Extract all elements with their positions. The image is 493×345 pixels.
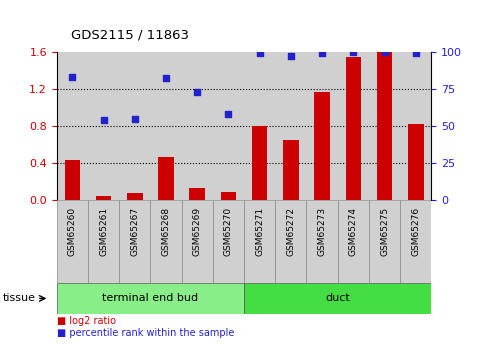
Bar (244, 52, 275, 200)
Bar (400, 200, 431, 283)
Point (256, 50, 264, 56)
Bar (150, 52, 181, 200)
Text: GDS2115 / 11863: GDS2115 / 11863 (71, 28, 189, 41)
Bar (338, 200, 369, 283)
Point (162, 76, 170, 81)
Point (193, 89, 201, 95)
Bar (181, 200, 213, 283)
Text: GSM65271: GSM65271 (255, 207, 264, 256)
Point (350, 49, 357, 55)
Bar (65, 160, 80, 200)
Point (381, 49, 388, 55)
Text: GSM65260: GSM65260 (68, 207, 77, 256)
Bar (275, 200, 307, 283)
Bar (252, 126, 267, 200)
Bar (400, 52, 431, 200)
Text: GSM65267: GSM65267 (130, 207, 139, 256)
Bar (307, 52, 338, 200)
Bar (158, 157, 174, 200)
Point (287, 53, 295, 59)
Point (100, 117, 107, 123)
Bar (244, 283, 431, 314)
Bar (181, 52, 213, 200)
Text: GSM65274: GSM65274 (349, 207, 358, 256)
Text: terminal end bud: terminal end bud (103, 294, 198, 303)
Text: GSM65276: GSM65276 (411, 207, 420, 256)
Bar (275, 52, 307, 200)
Bar (119, 52, 150, 200)
Bar (189, 188, 205, 200)
Point (318, 50, 326, 56)
Text: ■ log2 ratio: ■ log2 ratio (57, 316, 116, 326)
Bar (283, 140, 299, 200)
Bar (88, 200, 119, 283)
Bar (88, 52, 119, 200)
Bar (150, 200, 181, 283)
Text: GSM65273: GSM65273 (317, 207, 326, 256)
Text: GSM65270: GSM65270 (224, 207, 233, 256)
Point (69, 74, 76, 80)
Bar (213, 200, 244, 283)
Bar (408, 124, 423, 200)
Text: GSM65268: GSM65268 (162, 207, 171, 256)
Text: GSM65272: GSM65272 (286, 207, 295, 256)
Text: tissue: tissue (2, 294, 35, 303)
Text: GSM65261: GSM65261 (99, 207, 108, 256)
Bar (315, 92, 330, 200)
Text: duct: duct (325, 294, 350, 303)
Bar (57, 52, 88, 200)
Point (131, 116, 139, 121)
Bar (346, 57, 361, 200)
Bar (57, 283, 244, 314)
Bar (307, 200, 338, 283)
Text: GSM65275: GSM65275 (380, 207, 389, 256)
Bar (221, 192, 236, 200)
Bar (338, 52, 369, 200)
Text: GSM65269: GSM65269 (193, 207, 202, 256)
Text: ■ percentile rank within the sample: ■ percentile rank within the sample (57, 328, 234, 338)
Point (224, 111, 232, 117)
Bar (377, 52, 392, 200)
Bar (244, 200, 275, 283)
Bar (119, 200, 150, 283)
Point (412, 50, 420, 56)
Bar (96, 196, 111, 200)
Bar (369, 200, 400, 283)
Bar (127, 193, 142, 200)
Bar (57, 200, 88, 283)
Bar (213, 52, 244, 200)
Bar (369, 52, 400, 200)
